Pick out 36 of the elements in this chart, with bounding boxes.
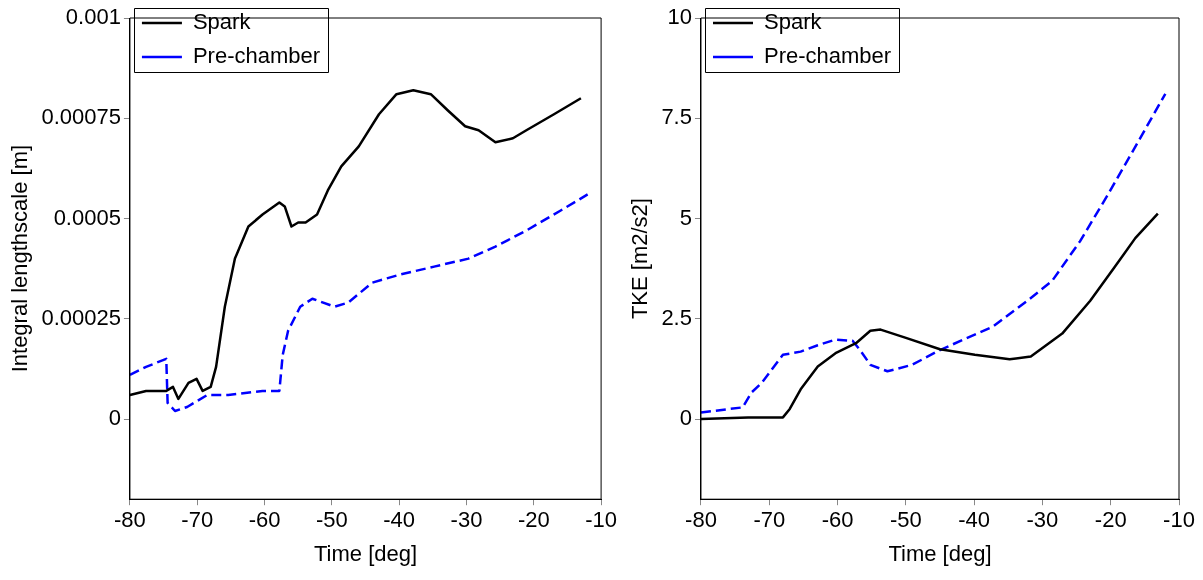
x-tick-label: -80 — [114, 507, 146, 533]
legend-label: Spark — [763, 9, 823, 35]
y-axis-title: Integral lengthscale [m] — [7, 144, 33, 373]
line-series — [700, 92, 1167, 414]
x-tick-label: -50 — [315, 507, 348, 533]
x-tick-label: -80 — [685, 507, 717, 533]
legend-label: Spark — [192, 9, 252, 35]
x-tick-label: -20 — [517, 507, 550, 533]
y-tick-label: 0.0005 — [53, 204, 121, 230]
y-tick-label: 0 — [679, 405, 692, 431]
x-tick-label: -40 — [958, 507, 991, 533]
line-series — [129, 193, 589, 413]
x-tick-label: -30 — [450, 507, 483, 533]
y-tick-label: 2.5 — [661, 304, 692, 330]
x-tick-label: -70 — [753, 507, 786, 533]
legend-label: Pre-chamber — [763, 43, 892, 69]
y-tick-label: 0.001 — [65, 4, 121, 30]
x-tick-label: -50 — [889, 507, 922, 533]
x-tick-label: -70 — [181, 507, 214, 533]
y-tick-label: 0 — [108, 405, 121, 431]
legend-label: Pre-chamber — [192, 43, 321, 69]
x-tick-label: -20 — [1094, 507, 1127, 533]
x-tick-label: -10 — [1163, 507, 1195, 533]
y-tick-label: 7.5 — [661, 104, 692, 130]
y-axis-title: TKE [m2/s2] — [627, 198, 653, 320]
x-axis-title: Time [deg] — [888, 540, 992, 566]
x-axis-title: Time [deg] — [313, 540, 418, 566]
y-tick-label: 10 — [667, 4, 692, 30]
x-tick-label: -60 — [821, 507, 854, 533]
x-tick-label: -30 — [1026, 507, 1059, 533]
x-tick-label: -10 — [585, 507, 617, 533]
x-tick-label: -60 — [248, 507, 281, 533]
y-tick-label: 0.00075 — [41, 104, 121, 130]
y-tick-label: 0.00025 — [41, 304, 121, 330]
y-tick-label: 5 — [679, 204, 692, 230]
x-tick-label: -40 — [383, 507, 416, 533]
